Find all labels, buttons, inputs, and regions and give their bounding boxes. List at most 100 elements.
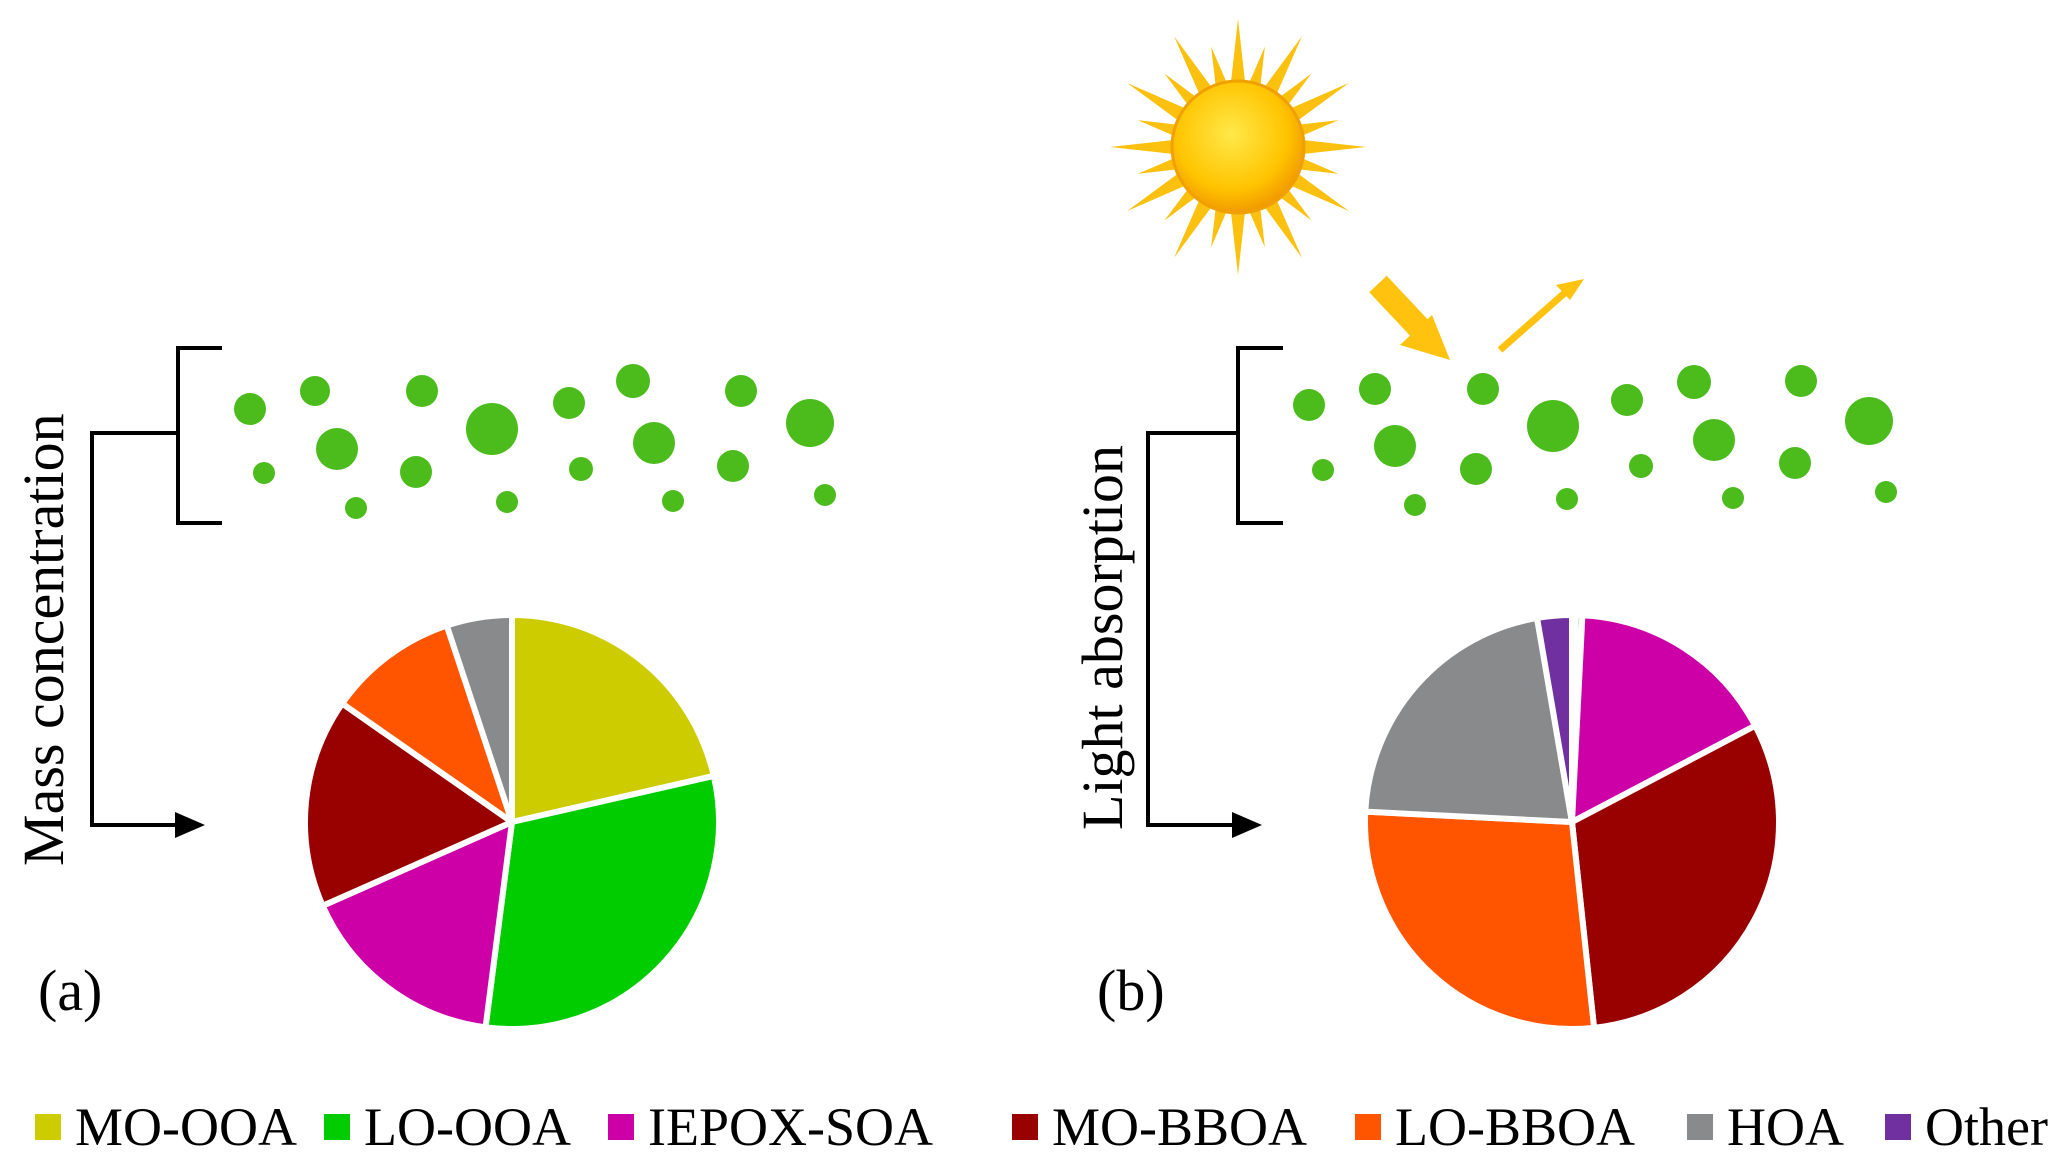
particle — [1693, 419, 1735, 461]
arrow-head-a — [175, 812, 205, 838]
particle — [1312, 459, 1334, 481]
sun-ray — [1247, 204, 1265, 248]
pie-slice-mo-bboa — [1569, 722, 1782, 1031]
pie-slice-hoa — [1362, 614, 1575, 825]
particle — [1374, 425, 1416, 467]
side-label-absorption: Light absorption — [1070, 445, 1135, 830]
sun-ray — [1174, 196, 1214, 258]
legend-swatch-iepox-soa — [608, 1114, 634, 1140]
legend-label-mo-ooa: MO-OOA — [75, 1097, 297, 1157]
legend-label-lo-bboa: LO-BBOA — [1395, 1097, 1635, 1157]
particle — [1293, 389, 1325, 421]
pie-chart-mass — [302, 612, 722, 1032]
particle — [1722, 487, 1744, 509]
legend-item-lo-ooa: LO-OOA — [324, 1097, 571, 1157]
particle — [406, 375, 438, 407]
sun-ray — [1127, 83, 1189, 123]
green-particles-a — [234, 364, 836, 519]
sun-rays — [1110, 19, 1366, 275]
legend-label-other: Other — [1925, 1097, 2048, 1157]
legend-item-lo-bboa: LO-BBOA — [1355, 1097, 1635, 1157]
sun-ray — [1287, 83, 1349, 123]
particle — [400, 456, 432, 488]
legend-label-lo-ooa: LO-OOA — [364, 1097, 571, 1157]
particle — [1467, 373, 1499, 405]
incoming-light-arrow-head — [1400, 315, 1450, 360]
legend-swatch-other — [1885, 1114, 1911, 1140]
sun-icon — [1110, 19, 1366, 275]
bracket-a — [90, 346, 222, 827]
pie-slice-other — [1534, 612, 1575, 825]
legend: MO-OOA LO-OOA IEPOX-SOA MO-BBOA LO-BBOA … — [0, 1097, 2067, 1157]
particle — [234, 393, 266, 425]
particle — [814, 484, 836, 506]
particle — [1779, 447, 1811, 479]
particle — [1611, 384, 1643, 416]
sun-ray — [1299, 139, 1366, 155]
sun-ray — [1277, 73, 1312, 108]
particle — [300, 376, 330, 406]
legend-item-hoa: HOA — [1687, 1097, 1844, 1157]
legend-swatch-mo-ooa — [35, 1114, 61, 1140]
particle — [1785, 365, 1817, 397]
sun-ray — [1277, 186, 1312, 221]
particle — [253, 462, 275, 484]
sun-ray — [1127, 171, 1189, 211]
scattered-light-arrow-head — [1556, 279, 1584, 300]
legend-item-mo-ooa: MO-OOA — [35, 1097, 297, 1157]
legend-label-iepox-soa: IEPOX-SOA — [648, 1097, 934, 1157]
particle — [717, 450, 749, 482]
particle — [1527, 400, 1579, 452]
pie-slice-lo-bboa — [339, 622, 515, 825]
particle — [1359, 373, 1391, 405]
green-particles-b — [1293, 365, 1897, 516]
sun-ray — [1230, 208, 1246, 275]
legend-label-hoa: HOA — [1727, 1097, 1844, 1157]
particle — [616, 364, 650, 398]
legend-item-mo-bboa: MO-BBOA — [1012, 1097, 1307, 1157]
panel-label-a: (a) — [38, 958, 102, 1023]
sun-disk — [1170, 79, 1306, 215]
legend-swatch-mo-bboa — [1012, 1114, 1038, 1140]
particle — [496, 491, 518, 513]
particle — [1556, 488, 1578, 510]
sun-ray — [1230, 19, 1246, 86]
particle — [1875, 481, 1897, 503]
legend-label-mo-bboa: MO-BBOA — [1052, 1097, 1308, 1157]
sun-ray — [1137, 120, 1181, 138]
panel-label-b: (b) — [1097, 958, 1165, 1023]
particle — [316, 428, 358, 470]
legend-swatch-hoa — [1687, 1114, 1713, 1140]
pie-slice-iepox-soa — [1569, 612, 1759, 825]
arrow-head-b — [1232, 812, 1262, 838]
sun-ray — [1174, 36, 1214, 98]
pie-slice-hoa — [443, 612, 515, 825]
particle — [662, 490, 684, 512]
sun-ray — [1211, 46, 1229, 90]
pie-slice-lo-bboa — [1362, 808, 1598, 1032]
particle — [1460, 453, 1492, 485]
scattered-light-arrow-shaft — [1497, 287, 1571, 353]
incoming-light-arrow-shaft — [1369, 275, 1433, 342]
sun-ray — [1262, 36, 1302, 98]
particle — [786, 399, 834, 447]
pie-slice-mo-bboa — [302, 700, 515, 909]
side-label-mass: Mass concentration — [11, 413, 76, 866]
particle — [633, 422, 675, 464]
sun-ray — [1164, 186, 1199, 221]
legend-item-iepox-soa: IEPOX-SOA — [608, 1097, 933, 1157]
sun-ray — [1137, 156, 1181, 174]
legend-swatch-lo-ooa — [324, 1114, 350, 1140]
particle — [345, 497, 367, 519]
particle — [1845, 397, 1893, 445]
particle — [1629, 454, 1653, 478]
pie-slice-iepox-soa — [319, 819, 515, 1031]
legend-swatch-lo-bboa — [1355, 1114, 1381, 1140]
sun-ray — [1247, 46, 1265, 90]
sun-ray — [1295, 156, 1339, 174]
sun-ray — [1110, 139, 1177, 155]
bracket-b — [1146, 346, 1283, 827]
sun-ray — [1164, 73, 1199, 108]
sunlight-arrows — [1369, 275, 1584, 360]
